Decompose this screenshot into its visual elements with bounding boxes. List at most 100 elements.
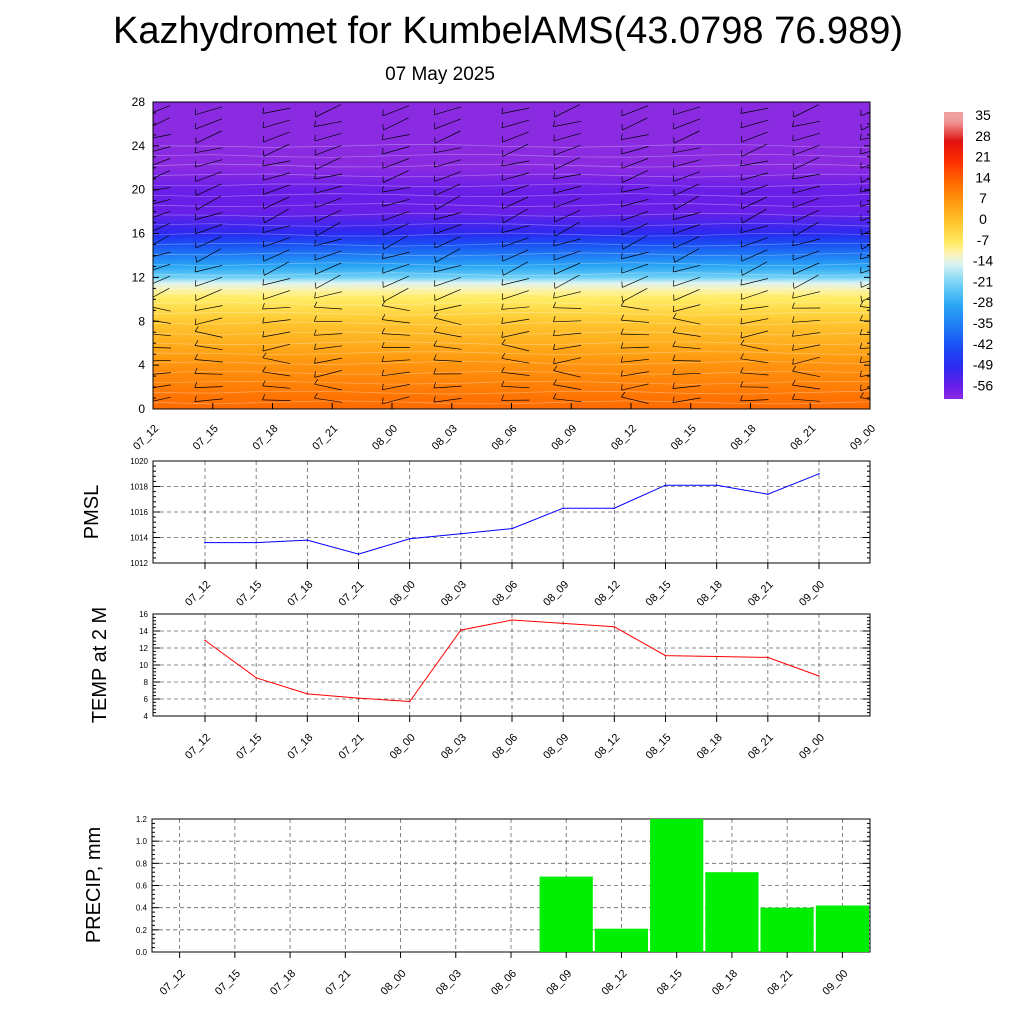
wind-barb-flag (741, 216, 743, 223)
wind-barb-flag (792, 292, 794, 299)
precip-bar (650, 819, 704, 952)
wind-barb (501, 343, 530, 352)
contour-line (153, 291, 870, 296)
wind-barb (554, 157, 581, 170)
wind-barb (153, 223, 170, 232)
wind-barb (673, 289, 700, 301)
wind-barb-flag (194, 353, 198, 360)
wind-barb (194, 359, 223, 363)
wind-barb (741, 196, 768, 210)
wind-barb-flag (382, 252, 384, 259)
wind-barb-flag (552, 302, 556, 308)
data-point (767, 493, 769, 496)
wind-barb (263, 196, 290, 210)
wind-barb-flag (792, 173, 794, 180)
contour-line (153, 173, 870, 178)
wind-barb (314, 291, 342, 299)
wind-barb-flag (262, 121, 264, 128)
wind-barb-flag (553, 282, 556, 289)
x-tick-label: 09_00 (820, 968, 850, 998)
wind-barb (314, 383, 342, 391)
wind-barb-flag (314, 343, 317, 350)
wind-barb-flag (194, 161, 197, 168)
wind-barb (314, 357, 343, 364)
wind-barb (860, 190, 870, 193)
wind-barb-flag (433, 396, 436, 403)
wind-barb (383, 275, 409, 288)
wind-barb-flag (741, 269, 743, 276)
wind-barb (382, 134, 410, 141)
wind-barb (314, 370, 342, 378)
wind-barb-flag (859, 328, 863, 335)
colorbar-label: 35 (975, 107, 991, 123)
x-tick-label: 07_15 (234, 732, 264, 762)
wind-barb (314, 306, 343, 310)
wind-barb (381, 359, 411, 363)
contour-line (153, 183, 870, 188)
wind-barb-flag (501, 174, 503, 181)
grid-lines (153, 461, 870, 563)
wind-barb (194, 398, 223, 402)
wind-barb (553, 173, 582, 180)
wind-barb (553, 370, 581, 378)
wind-barb (314, 345, 343, 350)
y-tick-label: 0.4 (136, 904, 148, 913)
wind-barb (433, 147, 462, 154)
wind-barb (740, 344, 769, 351)
wind-barb (262, 278, 291, 286)
wind-barb (503, 261, 528, 276)
wind-barb (262, 343, 291, 352)
wind-barb (672, 346, 701, 350)
wind-barb (153, 235, 170, 245)
x-tick-label: 07_21 (337, 732, 367, 762)
wind-barb (792, 332, 821, 337)
x-tick-label: 08_15 (655, 968, 685, 998)
wind-barb-flag (262, 279, 265, 286)
wind-barb (553, 398, 582, 403)
y-axis-label: PRECIP, mm (83, 827, 105, 943)
wind-barb (621, 198, 649, 207)
wind-barb (740, 330, 769, 339)
wind-barb (553, 345, 582, 351)
x-tick-label: 08_15 (669, 423, 699, 453)
wind-barb-flag (672, 382, 675, 389)
wind-barb (314, 333, 343, 336)
contour-line (153, 222, 870, 227)
x-tick-label: 07_12 (131, 423, 161, 453)
wind-barb-flag (262, 366, 266, 372)
wind-barb (861, 283, 870, 288)
wind-barb (620, 333, 650, 336)
y-tick-label: 0.8 (136, 859, 148, 868)
wind-barb (195, 106, 223, 116)
colorbar-label: 0 (979, 211, 987, 227)
wind-barb-flag (553, 239, 555, 246)
wind-barb-flag (433, 354, 437, 361)
x-tick-label: 09_00 (797, 579, 827, 609)
wind-barb-flag (791, 393, 796, 400)
wind-barb-flag (860, 124, 862, 131)
wind-barb (434, 106, 462, 116)
wind-barb-flag (194, 381, 198, 388)
wind-barb (314, 250, 342, 261)
wind-barb (382, 158, 410, 169)
wind-barb (622, 170, 648, 183)
wind-barb (434, 304, 462, 312)
wind-barb (673, 118, 700, 130)
x-tick-label: 07_15 (191, 423, 221, 453)
colorbar-label: -21 (973, 273, 993, 289)
wind-barb (435, 195, 461, 211)
wind-barb (622, 235, 648, 250)
wind-barb (501, 119, 530, 129)
wind-barb-flag (553, 120, 555, 127)
wind-barb-flag (620, 356, 624, 363)
x-tick-label: 08_12 (609, 423, 639, 453)
wind-barb (383, 170, 409, 183)
wind-barb (741, 143, 768, 157)
wind-barb-flag (314, 292, 316, 299)
wind-barb-flag (382, 200, 384, 207)
wind-barb (742, 261, 767, 276)
wind-barb (741, 131, 768, 143)
wind-barb-flag (672, 340, 676, 347)
x-tick-label: 07_18 (268, 968, 298, 998)
x-tick-label: 08_21 (746, 732, 776, 762)
